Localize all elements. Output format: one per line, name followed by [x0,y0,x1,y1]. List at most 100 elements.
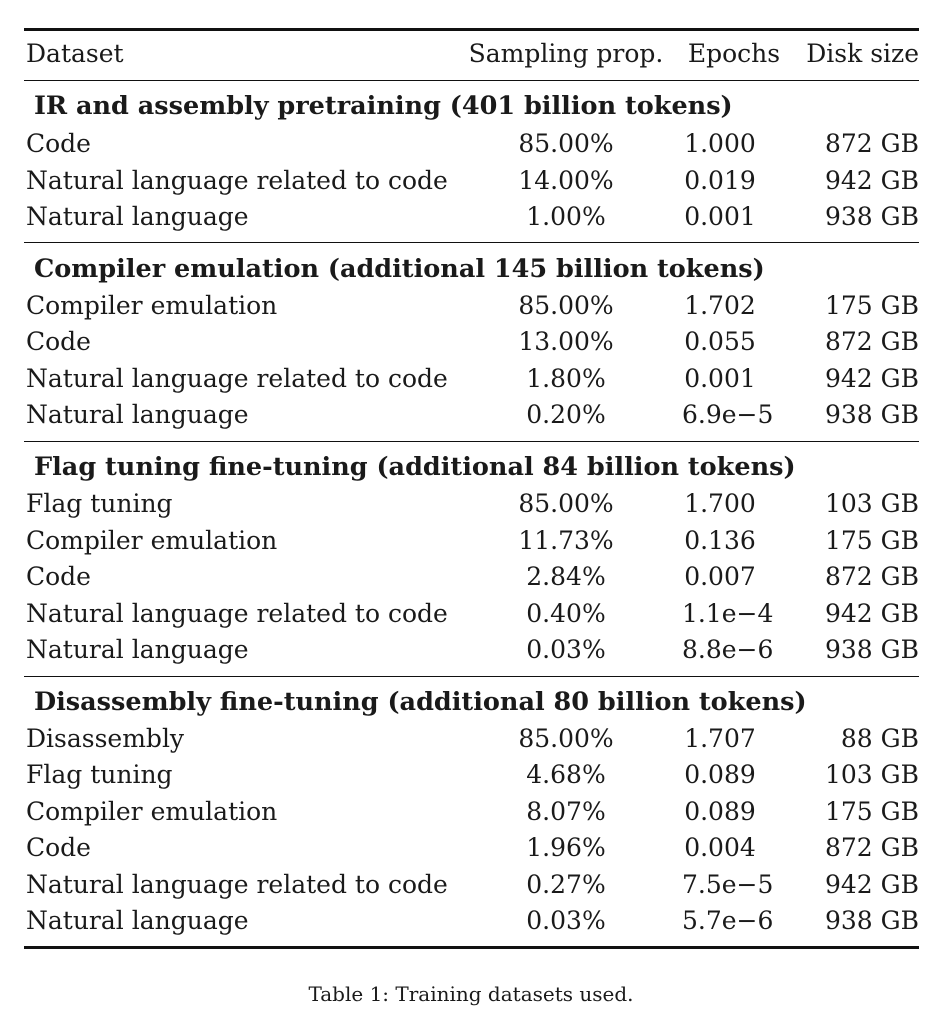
cell-sampling: 0.20% [526,400,606,429]
cell-epochs: 0.007 [684,562,756,591]
cell-epochs: 1.702 [684,291,756,320]
cell-epochs: 1.707 [684,724,756,753]
cell-sampling: 0.40% [526,599,606,628]
cell-epochs: 0.089 [684,760,756,789]
cell-disk: 175 GB [824,526,919,555]
cell-dataset: Natural language related to code [26,870,448,899]
cell-sampling: 1.00% [526,202,606,231]
table-row: Code 1.96% 0.004 872 GB [24,831,919,865]
cell-epochs: 0.001 [684,364,756,393]
cell-disk: 938 GB [824,906,919,935]
cell-sampling: 1.80% [526,364,606,393]
table-top-rule [24,28,919,31]
cell-dataset: Natural language [26,906,249,935]
cell-dataset: Flag tuning [26,489,173,518]
table-header-row: Dataset Sampling prop. Epochs Disk size [24,37,919,71]
cell-dataset: Code [26,833,91,862]
table-row: Natural language 0.20% 6.9e−5 938 GB [24,398,919,432]
header-sampling-prop: Sampling prop. [468,39,664,68]
cell-disk: 872 GB [824,833,919,862]
cell-epochs: 1.000 [684,129,756,158]
cell-sampling: 11.73% [518,526,614,555]
cell-disk: 872 GB [824,327,919,356]
table-header-rule [24,80,919,82]
cell-disk: 942 GB [824,870,919,899]
cell-disk: 942 GB [824,364,919,393]
cell-disk: 942 GB [824,599,919,628]
cell-dataset: Natural language related to code [26,599,448,628]
cell-disk: 175 GB [824,797,919,826]
table-row: Natural language related to code 14.00% … [24,164,919,198]
table-caption: Table 1: Training datasets used. [308,982,634,1006]
cell-dataset: Compiler emulation [26,526,278,555]
table-row: Natural language related to code 0.27% 7… [24,868,919,902]
table-row: Disassembly 85.00% 1.707 88 GB [24,722,919,756]
cell-sampling: 4.68% [526,760,606,789]
cell-disk: 938 GB [824,400,919,429]
cell-disk: 872 GB [824,562,919,591]
table-row: Code 2.84% 0.007 872 GB [24,560,919,594]
cell-dataset: Natural language related to code [26,166,448,195]
cell-sampling: 85.00% [518,129,614,158]
section-title: IR and assembly pretraining (401 billion… [34,91,733,121]
cell-dataset: Flag tuning [26,760,173,789]
cell-disk: 938 GB [824,635,919,664]
table-row: Natural language related to code 0.40% 1… [24,597,919,631]
cell-epochs: 1.700 [684,489,756,518]
cell-disk: 88 GB [840,724,919,753]
cell-epochs: 0.136 [684,526,756,555]
table-row: Natural language 0.03% 5.7e−6 938 GB [24,904,919,938]
table-row: Compiler emulation 85.00% 1.702 175 GB [24,289,919,323]
cell-epochs: 8.8e−6 [682,635,774,664]
cell-sampling: 85.00% [518,489,614,518]
cell-epochs: 1.1e−4 [682,599,774,628]
table-row: Compiler emulation 8.07% 0.089 175 GB [24,795,919,829]
section-title: Flag tuning fine-tuning (additional 84 b… [34,452,796,482]
cell-dataset: Code [26,327,91,356]
cell-epochs: 5.7e−6 [682,906,774,935]
cell-epochs: 7.5e−5 [682,870,774,899]
table-row: Flag tuning 4.68% 0.089 103 GB [24,758,919,792]
cell-epochs: 6.9e−5 [682,400,774,429]
cell-dataset: Disassembly [26,724,185,753]
cell-sampling: 85.00% [518,724,614,753]
cell-dataset: Natural language [26,635,249,664]
cell-epochs: 0.004 [684,833,756,862]
cell-epochs: 0.019 [684,166,756,195]
header-disk-size: Disk size [806,39,919,68]
table-row: Flag tuning 85.00% 1.700 103 GB [24,487,919,521]
table-row: Code 85.00% 1.000 872 GB [24,127,919,161]
cell-sampling: 0.03% [526,635,606,664]
header-dataset: Dataset [26,39,124,68]
cell-sampling: 0.03% [526,906,606,935]
table-row: Code 13.00% 0.055 872 GB [24,325,919,359]
section-title: Compiler emulation (additional 145 billi… [34,254,765,284]
section-rule [24,441,919,443]
cell-sampling: 13.00% [518,327,614,356]
cell-dataset: Code [26,129,91,158]
cell-disk: 942 GB [824,166,919,195]
table-row: Compiler emulation 11.73% 0.136 175 GB [24,524,919,558]
cell-sampling: 2.84% [526,562,606,591]
cell-epochs: 0.001 [684,202,756,231]
cell-sampling: 8.07% [526,797,606,826]
section-title: Disassembly fine-tuning (additional 80 b… [34,687,807,717]
table-row: Natural language 1.00% 0.001 938 GB [24,200,919,234]
cell-disk: 938 GB [824,202,919,231]
cell-sampling: 14.00% [518,166,614,195]
cell-dataset: Compiler emulation [26,797,278,826]
cell-dataset: Natural language related to code [26,364,448,393]
cell-dataset: Natural language [26,202,249,231]
table-bottom-rule [24,946,919,949]
cell-dataset: Code [26,562,91,591]
cell-disk: 103 GB [824,489,919,518]
cell-dataset: Natural language [26,400,249,429]
cell-sampling: 0.27% [526,870,606,899]
cell-epochs: 0.089 [684,797,756,826]
cell-dataset: Compiler emulation [26,291,278,320]
cell-disk: 872 GB [824,129,919,158]
header-epochs: Epochs [687,39,781,68]
table-row: Natural language related to code 1.80% 0… [24,362,919,396]
section-rule [24,242,919,244]
cell-epochs: 0.055 [684,327,756,356]
